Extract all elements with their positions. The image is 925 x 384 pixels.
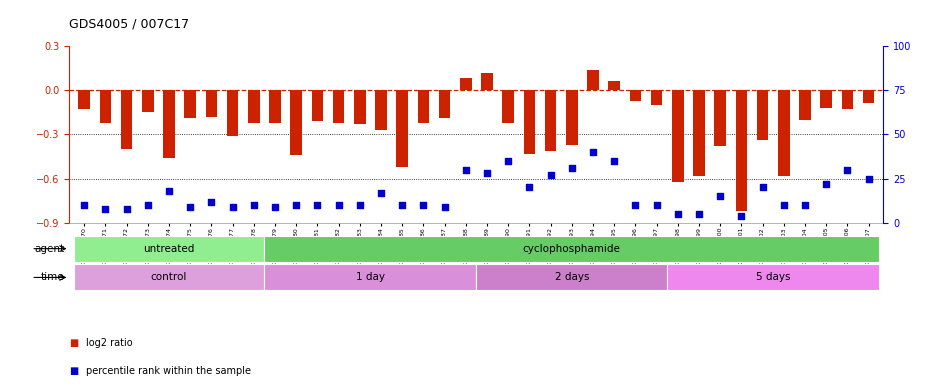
Point xyxy=(649,202,664,208)
Point xyxy=(416,202,431,208)
Bar xyxy=(735,90,747,211)
Text: 1 day: 1 day xyxy=(356,272,385,283)
Text: cyclophosphamide: cyclophosphamide xyxy=(523,243,621,254)
Bar xyxy=(778,90,790,175)
Point xyxy=(310,202,325,208)
Point xyxy=(77,202,92,208)
Point xyxy=(776,202,791,208)
Bar xyxy=(265,236,879,262)
Point xyxy=(734,213,748,219)
Text: 5 days: 5 days xyxy=(756,272,790,283)
Point xyxy=(479,170,494,176)
Bar xyxy=(290,90,302,155)
Point xyxy=(289,202,303,208)
Bar xyxy=(650,90,662,105)
Point xyxy=(374,190,388,196)
Bar xyxy=(630,90,641,101)
Bar xyxy=(693,90,705,175)
Bar xyxy=(481,73,493,90)
Bar xyxy=(265,265,476,290)
Bar xyxy=(354,90,365,124)
Bar xyxy=(545,90,557,151)
Text: percentile rank within the sample: percentile rank within the sample xyxy=(86,366,251,376)
Bar xyxy=(227,90,239,136)
Text: GDS4005 / 007C17: GDS4005 / 007C17 xyxy=(69,18,190,31)
Text: time: time xyxy=(41,272,65,283)
Point xyxy=(459,167,474,173)
Text: ■: ■ xyxy=(69,366,79,376)
Bar xyxy=(333,90,344,122)
Bar xyxy=(184,90,196,118)
Point xyxy=(819,181,833,187)
Bar xyxy=(566,90,577,145)
Bar xyxy=(438,90,450,118)
Point xyxy=(98,205,113,212)
Text: agent: agent xyxy=(34,243,65,254)
Text: log2 ratio: log2 ratio xyxy=(86,338,132,348)
Bar xyxy=(74,236,265,262)
Bar xyxy=(396,90,408,167)
Point xyxy=(861,175,876,182)
Point xyxy=(438,204,452,210)
Bar xyxy=(312,90,323,121)
Point xyxy=(628,202,643,208)
Point xyxy=(331,202,346,208)
Bar xyxy=(842,90,853,109)
Point xyxy=(522,184,536,190)
Point xyxy=(352,202,367,208)
Point xyxy=(183,204,198,210)
Point xyxy=(564,165,579,171)
Point xyxy=(119,205,134,212)
Text: ■: ■ xyxy=(69,338,79,348)
Bar xyxy=(163,90,175,158)
Bar xyxy=(587,70,598,90)
Bar xyxy=(248,90,260,122)
Bar xyxy=(74,265,265,290)
Bar xyxy=(714,90,726,146)
Point xyxy=(607,158,622,164)
Bar xyxy=(269,90,281,122)
Point xyxy=(246,202,261,208)
Point xyxy=(225,204,240,210)
Point xyxy=(204,199,219,205)
Point xyxy=(840,167,855,173)
Point xyxy=(713,193,728,199)
Bar xyxy=(376,90,387,130)
Point xyxy=(755,184,770,190)
Text: 2 days: 2 days xyxy=(554,272,589,283)
Point xyxy=(500,158,515,164)
Point xyxy=(267,204,282,210)
Bar xyxy=(672,90,684,182)
Point xyxy=(543,172,558,178)
Point xyxy=(797,202,812,208)
Bar xyxy=(476,265,667,290)
Bar xyxy=(460,78,472,90)
Bar xyxy=(417,90,429,122)
Point xyxy=(692,211,707,217)
Point xyxy=(395,202,410,208)
Bar xyxy=(524,90,536,154)
Bar xyxy=(820,90,832,108)
Bar xyxy=(863,90,874,104)
Point xyxy=(671,211,685,217)
Bar xyxy=(609,81,620,90)
Bar xyxy=(100,90,111,122)
Text: untreated: untreated xyxy=(143,243,194,254)
Bar xyxy=(79,90,90,109)
Point xyxy=(162,188,177,194)
Bar xyxy=(121,90,132,149)
Bar xyxy=(799,90,811,120)
Bar xyxy=(667,265,879,290)
Bar xyxy=(502,90,514,122)
Point xyxy=(586,149,600,155)
Bar xyxy=(757,90,769,140)
Bar xyxy=(205,90,217,117)
Text: control: control xyxy=(151,272,187,283)
Bar xyxy=(142,90,154,112)
Point xyxy=(141,202,155,208)
